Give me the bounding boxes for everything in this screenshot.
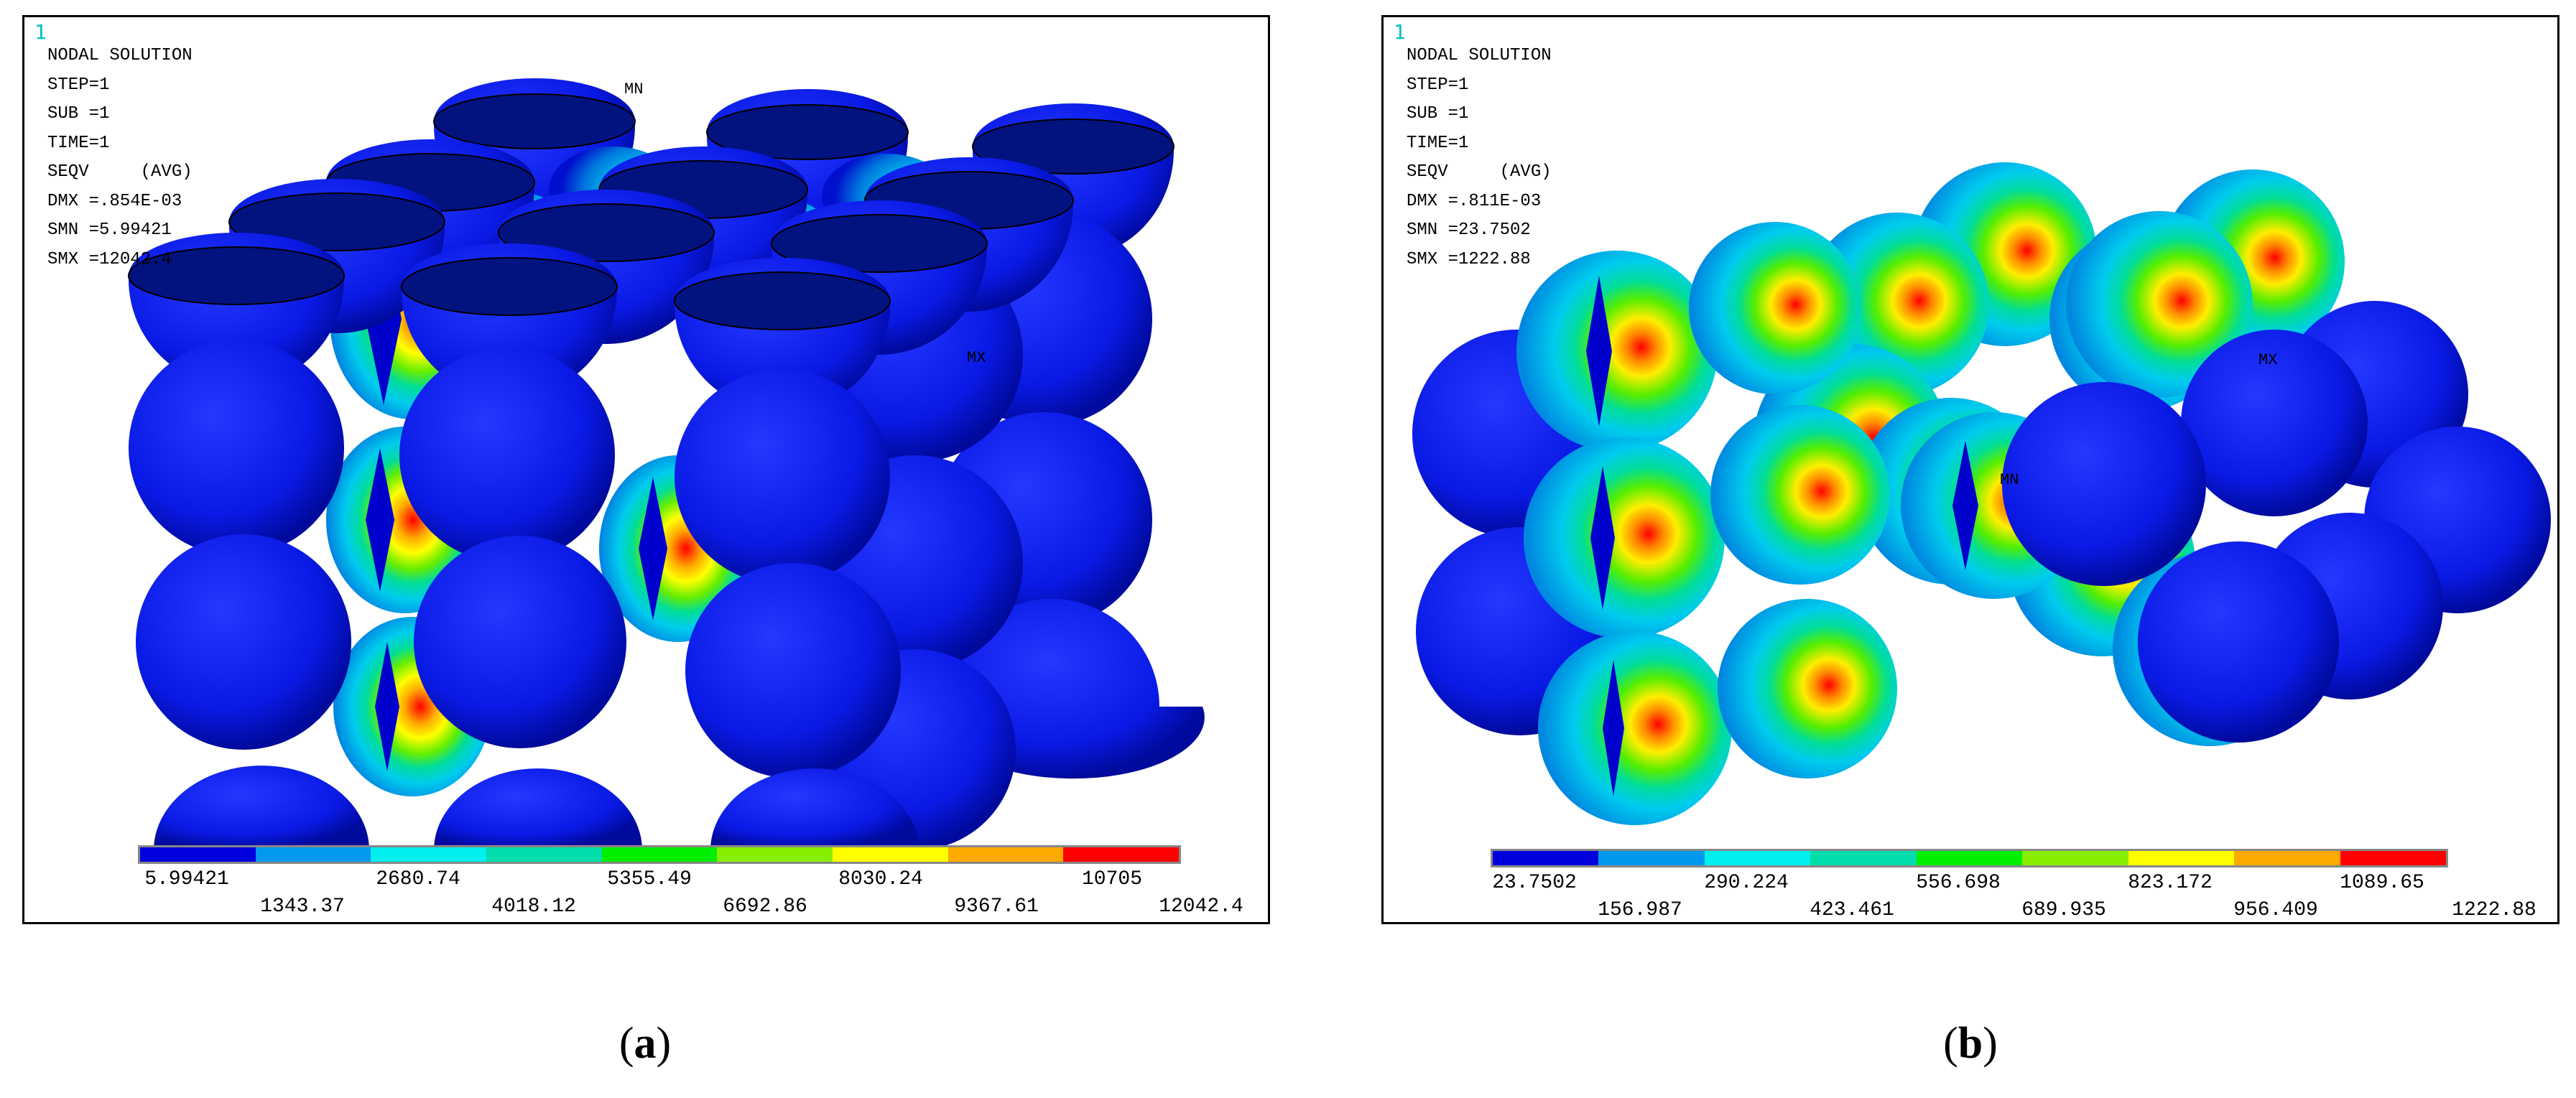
legend-swatch — [601, 847, 718, 862]
legend-tick: 156.987 — [1598, 899, 1682, 921]
legend-swatch — [2234, 851, 2340, 865]
panel-b: 1 NODAL SOLUTION STEP=1 SUB =1 TIME=1 SEQV (… — [1381, 15, 2559, 924]
window-number: 1 — [1394, 20, 1406, 44]
legend-tick: 823.172 — [2128, 872, 2213, 894]
color-legend-bar — [1491, 849, 2448, 867]
legend-ticks: 23.7502 290.224 556.698 823.172 1089.65 … — [1384, 872, 2557, 922]
caption-b: (b) — [1943, 1019, 1998, 1068]
legend-tick: 5355.49 — [607, 868, 692, 890]
legend-tick: 423.461 — [1810, 899, 1894, 921]
legend-tick: 9367.61 — [954, 895, 1039, 918]
smx-line: SMX =12042.4 — [47, 249, 172, 269]
seqv-line: SEQV (AVG) — [47, 162, 193, 182]
front-stressed-spheres-b — [1516, 211, 2253, 825]
legend-tick: 8030.24 — [838, 868, 923, 890]
legend-swatch — [1063, 847, 1180, 862]
legend-tick: 4018.12 — [491, 895, 576, 918]
legend-tick: 290.224 — [1704, 872, 1789, 894]
dmx-line: DMX =.854E-03 — [47, 191, 182, 211]
right-blue-spheres-b — [2002, 301, 2551, 743]
legend-tick: 2680.74 — [376, 868, 460, 890]
legend-tick: 5.99421 — [144, 868, 229, 890]
legend-swatch — [1493, 851, 1599, 865]
legend-tick: 12042.4 — [1159, 895, 1243, 918]
caption-letter-b: b — [1958, 1019, 1983, 1068]
legend-swatch — [486, 847, 602, 862]
sub-line: SUB =1 — [1407, 104, 1469, 124]
solution-title: NODAL SOLUTION — [1407, 46, 1552, 65]
legend-swatch — [948, 847, 1064, 862]
legend-tick: 1343.37 — [260, 895, 345, 918]
panel-a: 1 NODAL SOLUTION STEP=1 SUB =1 TIME=1 SEQV (… — [22, 15, 1270, 924]
legend-tick: 6692.86 — [723, 895, 807, 918]
legend-swatch — [717, 847, 833, 862]
legend-tick: 689.935 — [2021, 899, 2106, 921]
spheres-scene-a — [128, 78, 1205, 850]
spheres-scene-b — [1412, 162, 2551, 825]
solution-info: NODAL SOLUTION STEP=1 SUB =1 TIME=1 SEQV (AV… — [47, 42, 193, 274]
legend-tick: 956.409 — [2233, 899, 2318, 921]
legend-swatch — [2128, 851, 2235, 865]
solution-title: NODAL SOLUTION — [47, 46, 193, 65]
sub-line: SUB =1 — [47, 104, 110, 124]
legend-tick: 10705 — [1081, 868, 1143, 890]
legend-swatch — [1598, 851, 1705, 865]
legend-tick: 23.7502 — [1492, 872, 1577, 894]
time-line: TIME=1 — [47, 133, 110, 153]
legend-swatch — [2340, 851, 2446, 865]
legend-swatch — [1810, 851, 1917, 865]
marker-mx: MX — [2258, 351, 2278, 369]
legend-swatch — [1704, 851, 1811, 865]
marker-mn: MN — [2000, 471, 2019, 489]
step-line: STEP=1 — [47, 75, 110, 95]
legend-swatch — [833, 847, 948, 862]
time-line: TIME=1 — [1407, 133, 1469, 153]
marker-mx: MX — [967, 349, 986, 367]
legend-swatch — [255, 847, 371, 862]
legend-swatch — [371, 847, 487, 862]
legend-swatch — [2022, 851, 2128, 865]
caption-letter-a: a — [634, 1019, 657, 1068]
seqv-line: SEQV (AVG) — [1407, 162, 1552, 182]
dmx-line: DMX =.811E-03 — [1407, 191, 1542, 211]
legend-swatch — [140, 847, 256, 862]
smn-line: SMN =5.99421 — [47, 220, 172, 240]
window-number: 1 — [34, 20, 47, 44]
legend-tick: 1089.65 — [2340, 872, 2424, 894]
solution-info: NODAL SOLUTION STEP=1 SUB =1 TIME=1 SEQV (AV… — [1407, 42, 1552, 274]
middle-hemispheres-a — [228, 139, 1074, 355]
caption-a: (a) — [618, 1019, 672, 1068]
legend-tick: 556.698 — [1916, 872, 2001, 894]
smx-line: SMX =1222.88 — [1407, 249, 1531, 269]
smn-line: SMN =23.7502 — [1407, 220, 1531, 240]
front-spheres-a — [128, 233, 919, 850]
color-legend-bar — [138, 845, 1181, 864]
marker-mn: MN — [624, 80, 644, 98]
legend-swatch — [1916, 851, 2023, 865]
legend-tick: 1222.88 — [2452, 899, 2536, 921]
legend-ticks: 5.99421 2680.74 5355.49 8030.24 10705 13… — [24, 868, 1268, 918]
step-line: STEP=1 — [1407, 75, 1469, 95]
